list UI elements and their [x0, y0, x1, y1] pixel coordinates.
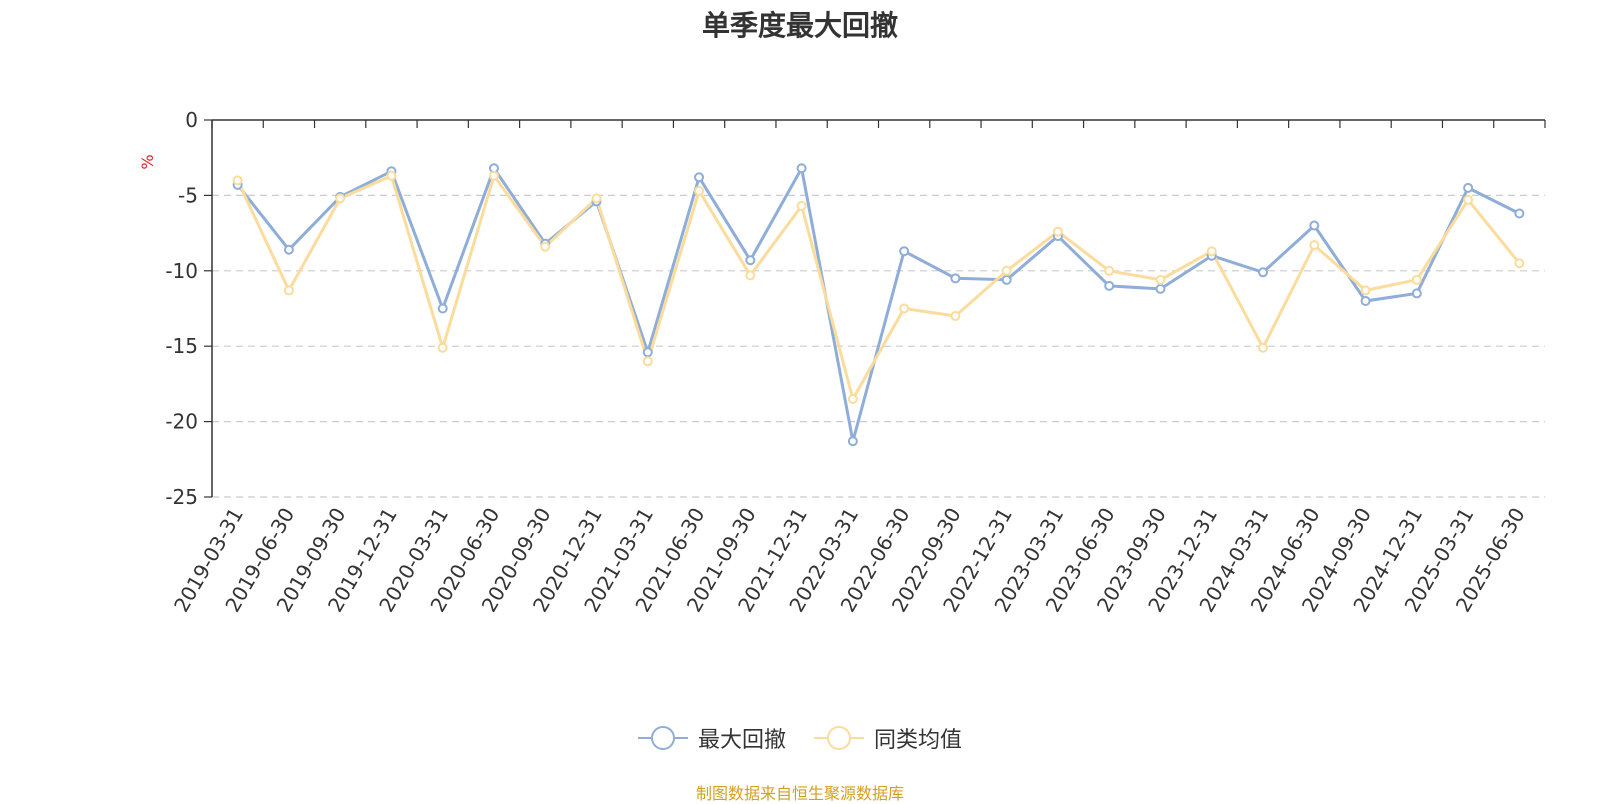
- series-line-1: [236, 174, 1521, 401]
- data-point-s0-15: [1001, 274, 1012, 285]
- data-point-s1-12: [847, 393, 858, 404]
- data-point-s0-14: [950, 273, 961, 284]
- y-tick-label: -25: [165, 485, 198, 509]
- data-point-s1-24: [1463, 194, 1474, 205]
- series-line-0: [236, 166, 1521, 443]
- legend-marker-icon: [814, 724, 864, 752]
- data-point-s1-20: [1258, 342, 1269, 353]
- series-lines: [232, 163, 1525, 447]
- data-point-s1-3: [386, 170, 397, 181]
- data-point-s0-25: [1514, 208, 1525, 219]
- data-point-s1-2: [335, 193, 346, 204]
- legend-marker-icon: [637, 724, 688, 752]
- y-tick-label: -5: [178, 183, 198, 207]
- data-point-s0-24: [1463, 182, 1474, 193]
- data-point-s1-13: [899, 303, 910, 314]
- data-point-s0-4: [437, 303, 448, 314]
- y-tick-label: -15: [165, 334, 198, 358]
- data-point-s1-22: [1360, 285, 1371, 296]
- data-point-s1-23: [1411, 274, 1422, 285]
- data-point-s1-9: [694, 185, 705, 196]
- data-point-s0-8: [642, 347, 653, 358]
- data-point-s0-22: [1360, 295, 1371, 306]
- y-axis-unit-label: %: [138, 154, 157, 169]
- data-point-s0-12: [847, 436, 858, 447]
- data-point-s1-1: [283, 285, 294, 296]
- legend-item-series-0[interactable]: 最大回撤: [637, 722, 786, 754]
- data-point-s0-18: [1155, 283, 1166, 294]
- data-point-s0-21: [1309, 220, 1320, 231]
- data-point-s1-16: [1052, 226, 1063, 237]
- y-tick-label: 0: [185, 108, 198, 132]
- legend-label: 最大回撤: [697, 728, 786, 753]
- data-point-s1-15: [1001, 265, 1012, 276]
- data-point-s1-17: [1104, 265, 1115, 276]
- data-point-s1-6: [540, 241, 551, 252]
- legend-item-series-1[interactable]: 同类均值: [814, 722, 962, 754]
- data-point-s1-4: [437, 342, 448, 353]
- data-point-s1-18: [1155, 274, 1166, 285]
- data-point-s1-5: [488, 170, 499, 181]
- data-point-s0-13: [899, 246, 910, 257]
- data-point-s1-11: [796, 200, 807, 211]
- data-point-s0-10: [745, 255, 756, 266]
- data-point-s1-19: [1206, 246, 1217, 257]
- legend: 最大回撤 同类均值: [0, 722, 1600, 754]
- data-point-s1-25: [1514, 258, 1525, 269]
- chart-title: 单季度最大回撤: [701, 9, 898, 42]
- data-point-s1-0: [232, 175, 243, 186]
- data-point-s1-14: [950, 311, 961, 322]
- data-point-s1-8: [642, 356, 653, 367]
- data-source-note: 制图数据来自恒生聚源数据库: [695, 784, 904, 803]
- data-point-s0-11: [796, 163, 807, 174]
- data-point-s0-23: [1411, 288, 1422, 299]
- data-point-s0-17: [1104, 280, 1115, 291]
- y-tick-label: -20: [165, 410, 198, 434]
- data-point-s0-9: [694, 172, 705, 183]
- data-point-s1-10: [745, 270, 756, 281]
- data-point-s1-7: [591, 193, 602, 204]
- legend-label: 同类均值: [874, 728, 963, 753]
- data-point-s0-20: [1258, 267, 1269, 278]
- data-point-s1-21: [1309, 240, 1320, 251]
- data-point-s0-1: [283, 244, 294, 255]
- y-tick-label: -10: [165, 259, 198, 283]
